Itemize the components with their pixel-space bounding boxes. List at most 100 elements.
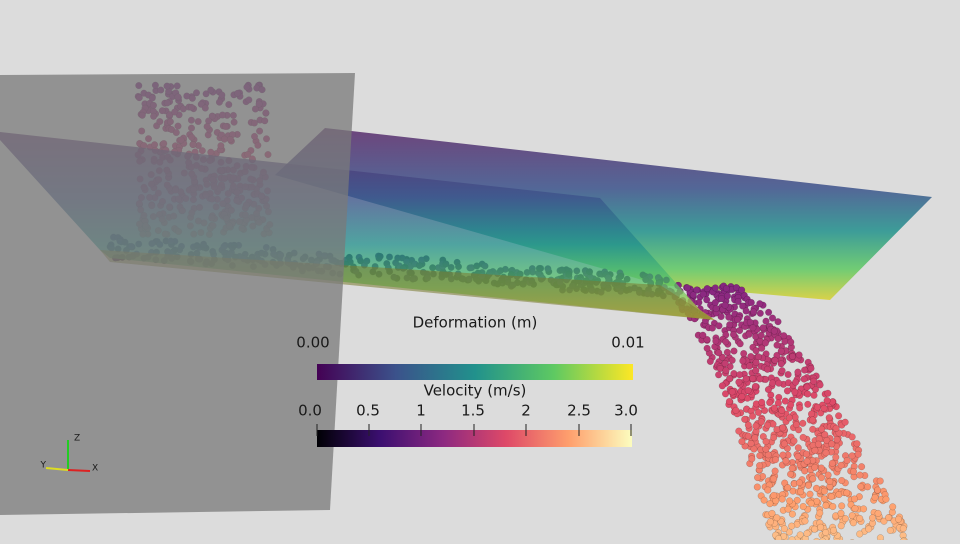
particle (856, 471, 864, 479)
particle (787, 401, 795, 409)
particle (706, 357, 714, 365)
particle (817, 523, 825, 531)
particle (806, 490, 814, 498)
particle (822, 501, 830, 510)
particle (769, 379, 777, 387)
particle (882, 495, 890, 503)
particle (807, 499, 815, 507)
particle (889, 503, 897, 511)
particle (799, 502, 807, 511)
particle (794, 368, 802, 376)
particle (689, 291, 697, 299)
particle (711, 299, 719, 307)
particle (757, 418, 765, 426)
particle (728, 356, 736, 364)
particle (871, 493, 879, 501)
particle (754, 474, 762, 482)
particle (843, 489, 851, 497)
particle (792, 378, 800, 386)
particle (771, 467, 779, 475)
particle (799, 433, 807, 441)
particle (788, 464, 796, 472)
particle (804, 400, 812, 408)
particle (835, 412, 843, 420)
particle (792, 421, 800, 429)
particle (822, 449, 830, 457)
particle (817, 474, 826, 482)
particle (820, 495, 828, 503)
particle (703, 344, 711, 352)
particle (775, 379, 783, 387)
tick-label: 0.01 (611, 334, 644, 352)
particle (803, 529, 811, 537)
particle (865, 525, 873, 533)
particle (738, 393, 746, 401)
particle (856, 530, 864, 538)
particle (768, 509, 776, 517)
particle (828, 440, 836, 448)
particle (787, 470, 795, 478)
particle (817, 409, 825, 417)
particle (785, 528, 793, 536)
particle (770, 475, 778, 483)
particle (703, 296, 711, 304)
particle (843, 456, 851, 465)
particle (774, 318, 782, 326)
particle (747, 439, 755, 448)
axis-label: Z (74, 434, 80, 444)
particle (715, 371, 723, 379)
particle (860, 505, 868, 513)
particle (811, 463, 819, 471)
particle (721, 301, 729, 309)
scene-front (0, 73, 715, 515)
particle (820, 487, 828, 495)
particle (770, 433, 778, 442)
particle (796, 531, 804, 539)
particle (778, 367, 786, 375)
particle (699, 331, 707, 339)
tick-label: 1.5 (461, 402, 485, 420)
particle (885, 514, 893, 522)
particle (735, 427, 743, 435)
particle (729, 330, 738, 339)
axis-label: X (92, 464, 98, 474)
particle (736, 327, 744, 335)
particle (775, 535, 783, 543)
particle (774, 335, 782, 343)
particle (778, 406, 786, 415)
particle (747, 298, 755, 307)
particle (824, 471, 832, 479)
particle (762, 438, 770, 446)
particle (770, 404, 778, 412)
particle (773, 341, 781, 349)
particle (876, 477, 884, 485)
particle (804, 481, 812, 489)
particle (770, 327, 778, 335)
particle (784, 505, 792, 513)
particle (828, 459, 836, 467)
y-axis (45, 467, 69, 471)
particle (794, 452, 802, 460)
particle (822, 528, 830, 537)
particle (715, 322, 723, 330)
particle (874, 509, 882, 517)
particle (823, 397, 831, 405)
tick-label: 1 (416, 402, 426, 420)
particle (894, 515, 903, 523)
particle (740, 349, 748, 358)
particle (823, 436, 831, 445)
particle (838, 502, 846, 510)
tick-label: 2 (521, 402, 531, 420)
particle (718, 294, 726, 303)
deformation-colorbar (317, 364, 633, 380)
particle (683, 284, 691, 292)
particle (747, 352, 755, 361)
particle (797, 488, 805, 496)
particle (780, 440, 788, 448)
particle (809, 416, 817, 424)
particle (765, 308, 773, 316)
particle (766, 500, 774, 508)
particle (718, 382, 726, 390)
particle (708, 324, 716, 332)
gray-plane (0, 73, 355, 515)
